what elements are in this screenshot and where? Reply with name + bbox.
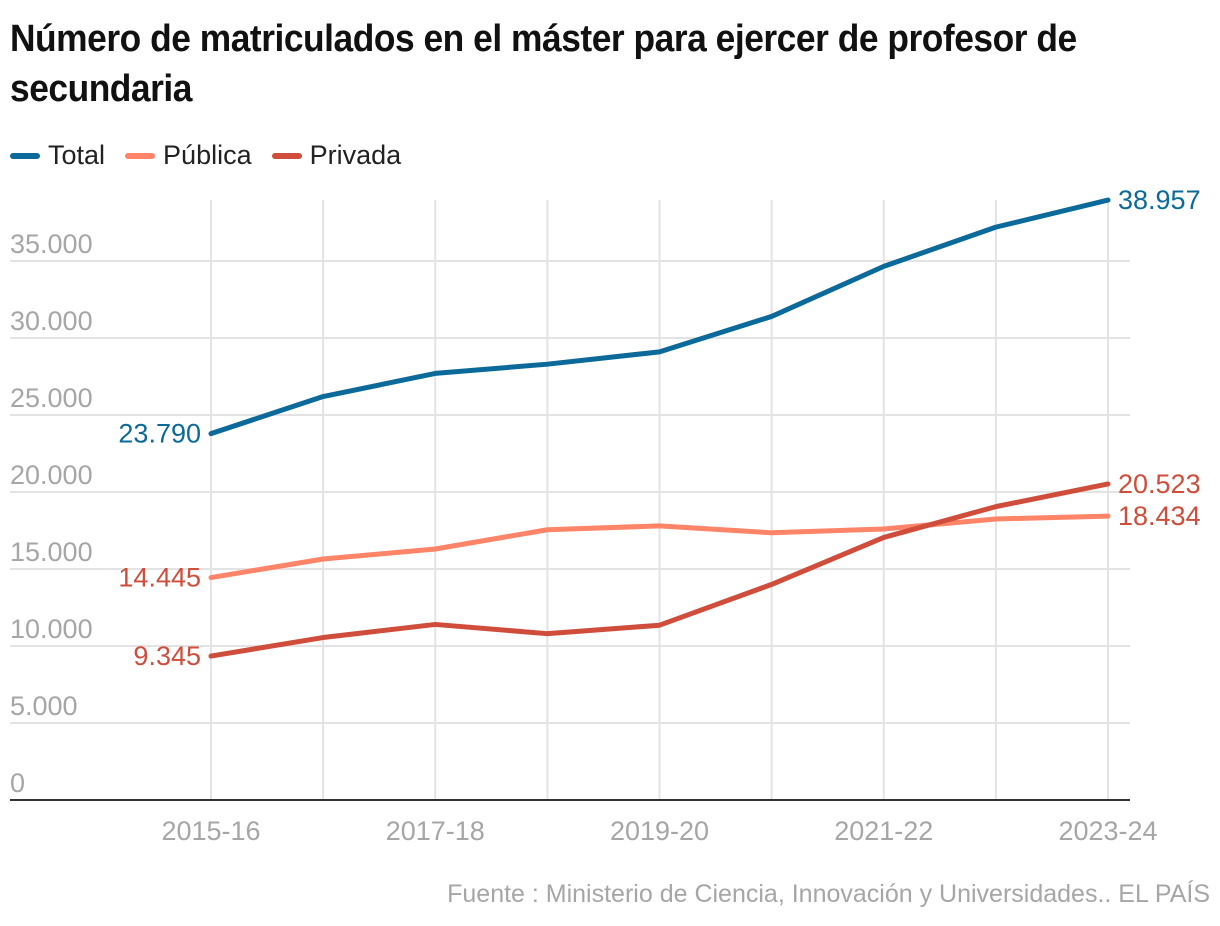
series-line-total xyxy=(208,197,1111,437)
legend-item-publica: Pública xyxy=(125,140,252,171)
legend-item-privada: Privada xyxy=(271,140,402,171)
y-gridlines xyxy=(10,260,1130,724)
y-tick-label: 20.000 xyxy=(10,460,93,490)
source-note: Fuente : Ministerio de Ciencia, Innovaci… xyxy=(447,880,1210,908)
x-axis-labels: 2015-16 2017-18 2019-20 2021-22 2023-24 xyxy=(161,816,1157,846)
y-axis-labels: 0 5.000 10.000 15.000 20.000 25.000 30.000 35.0… xyxy=(10,229,93,798)
x-tick-label: 2017-18 xyxy=(386,816,485,846)
start-value-label-total: 23.790 xyxy=(118,419,201,449)
y-tick-label: 5.000 xyxy=(10,691,78,721)
y-tick-label: 10.000 xyxy=(10,614,93,644)
legend-item-total: Total xyxy=(10,140,105,171)
x-tick-label: 2021-22 xyxy=(834,816,933,846)
x-gridlines xyxy=(210,200,1109,800)
legend: Total Pública Privada xyxy=(10,140,421,171)
y-tick-label: 35.000 xyxy=(10,229,93,259)
y-tick-label: 25.000 xyxy=(10,383,93,413)
end-value-label-privada: 20.523 xyxy=(1118,469,1201,499)
y-tick-label: 30.000 xyxy=(10,306,93,336)
series-lines xyxy=(208,197,1111,659)
legend-swatch-total xyxy=(10,152,40,159)
series-line-publica xyxy=(208,513,1111,581)
start-value-label-publica: 14.445 xyxy=(118,563,201,593)
end-value-label-publica: 18.434 xyxy=(1118,501,1201,531)
y-tick-label: 0 xyxy=(10,768,25,798)
start-value-label-privada: 9.345 xyxy=(133,641,201,671)
legend-label-total: Total xyxy=(48,140,106,170)
end-value-label-total: 38.957 xyxy=(1118,185,1201,215)
chart-title: Número de matriculados en el máster para… xyxy=(10,18,1077,110)
legend-label-publica: Pública xyxy=(163,140,252,170)
x-tick-label: 2019-20 xyxy=(610,816,709,846)
y-tick-label: 15.000 xyxy=(10,537,93,567)
legend-label-privada: Privada xyxy=(309,140,402,170)
series-line-privada xyxy=(208,481,1111,659)
legend-swatch-privada xyxy=(271,152,302,159)
legend-swatch-publica xyxy=(125,152,156,159)
x-tick-label: 2023-24 xyxy=(1058,816,1157,846)
value-labels: 23.790 38.957 14.445 18.434 9.345 20.523 xyxy=(118,185,1200,671)
x-tick-label: 2015-16 xyxy=(161,816,260,846)
